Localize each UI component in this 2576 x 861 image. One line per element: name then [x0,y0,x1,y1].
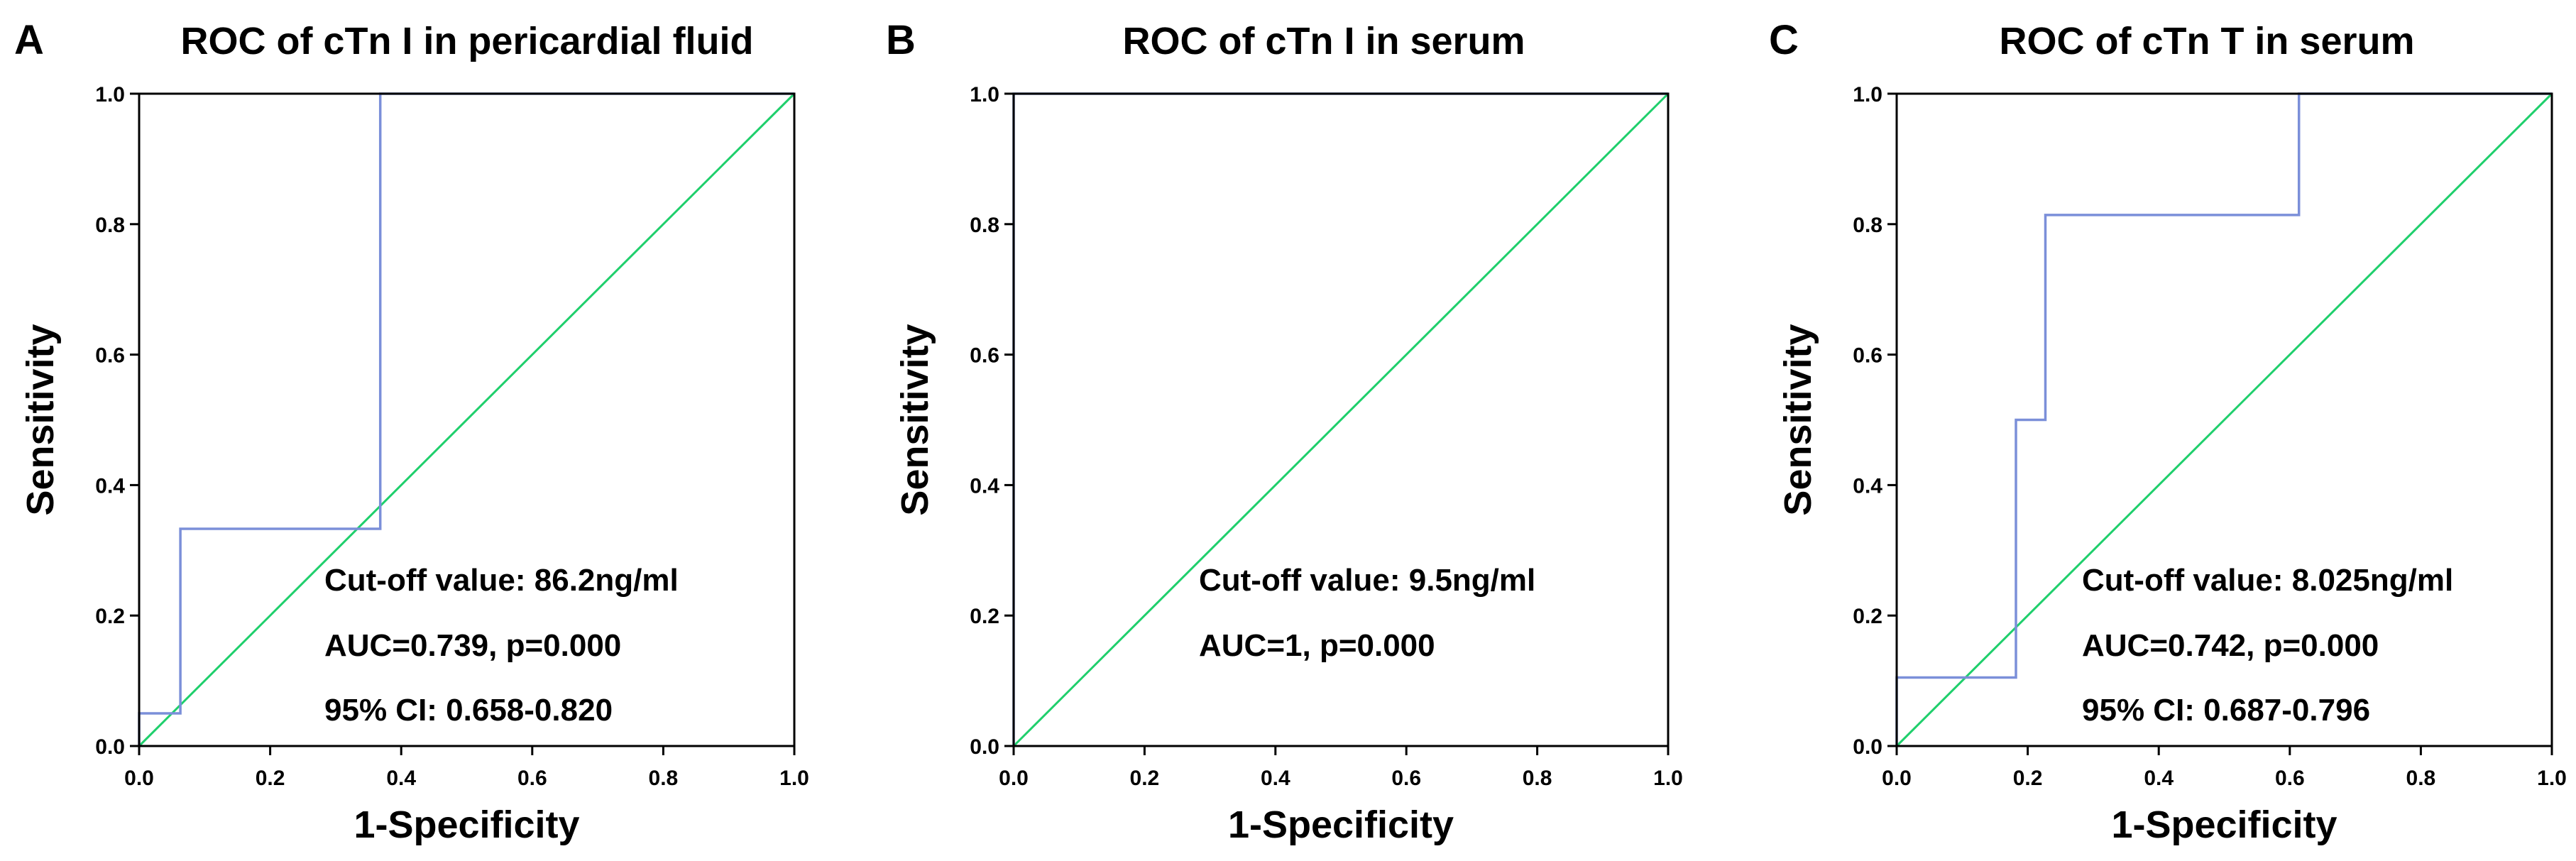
y-tick-label: 0.4 [1853,474,1882,498]
chart-title: ROC of cTn T in serum [1999,20,2414,62]
y-axis-label: Sensitivity [1777,324,1819,515]
panel-b: B ROC of cTn I in serum 0.0 0.2 0.4 0.6 0.8 1.0… [886,17,1683,846]
y-axis-label: Sensitivity [19,324,62,515]
annotation-text: Cut-off value: 86.2ng/ml [324,563,679,598]
y-tick-label: 0.2 [95,605,125,628]
x-tick-label: 0.6 [517,767,547,790]
reference-line [1895,92,2553,747]
x-axis-label: 1-Specificity [353,804,579,846]
panel-letter: C [1769,17,1799,63]
x-tick-label: 0.2 [2013,767,2043,790]
annotation-text: Cut-off value: 8.025ng/ml [2082,563,2453,598]
y-tick-label: 0.6 [95,344,125,368]
x-tick-label: 0.0 [124,767,154,790]
panel-a: A ROC of cTn I in pericardial fluid 0.0 0.2… [14,17,809,846]
x-tick-label: 0.2 [256,767,285,790]
x-tick-label: 0.2 [1130,767,1160,790]
reference-line [138,92,796,747]
annotation-text: Cut-off value: 9.5ng/ml [1199,563,1535,598]
x-tick-label: 1.0 [1653,767,1683,790]
x-tick-label: 0.0 [999,767,1029,790]
x-tick-label: 0.4 [386,767,416,790]
x-tick-label: 0.8 [649,767,679,790]
plot-frame [1895,92,2553,747]
x-tick-label: 1.0 [2537,767,2567,790]
panel-letter: B [886,17,916,63]
x-tick-label: 1.0 [779,767,809,790]
reference-line [1012,92,1670,747]
y-tick-label: 0.0 [1853,735,1882,759]
annotation-text: AUC=0.739, p=0.000 [324,628,621,663]
y-tick-label: 0.0 [95,735,125,759]
annotation-text: 95% CI: 0.687-0.796 [2082,693,2370,728]
y-tick-label: 0.4 [970,474,999,498]
y-tick-label: 1.0 [1853,83,1882,106]
x-tick-label: 0.4 [1261,767,1290,790]
chart-title: ROC of cTn I in pericardial fluid [180,20,753,62]
y-tick-label: 1.0 [95,83,125,106]
chart-title: ROC of cTn I in serum [1122,20,1525,62]
x-axis-label: 1-Specificity [2111,804,2337,846]
y-tick-label: 0.6 [1853,344,1882,368]
plot-frame [138,92,796,747]
y-tick-label: 0.6 [970,344,999,368]
x-tick-label: 0.6 [2275,767,2305,790]
y-tick-label: 1.0 [970,83,999,106]
plot-frame [1012,92,1670,747]
x-tick-label: 0.8 [1523,767,1552,790]
x-axis-label: 1-Specificity [1228,804,1454,846]
y-tick-label: 0.8 [1853,214,1882,237]
x-tick-label: 0.6 [1391,767,1421,790]
annotation-text: AUC=0.742, p=0.000 [2082,628,2379,663]
y-tick-label: 0.0 [970,735,999,759]
x-tick-label: 0.0 [1882,767,1912,790]
y-tick-label: 0.2 [970,605,999,628]
annotation-text: AUC=1, p=0.000 [1199,628,1435,663]
y-tick-label: 0.4 [95,474,125,498]
y-tick-label: 0.8 [95,214,125,237]
x-tick-label: 0.4 [2144,767,2174,790]
panel-letter: A [14,17,44,63]
panel-c: C ROC of cTn T in serum 0.0 0.2 0.4 0.6 0.8 1.0… [1769,17,2567,846]
annotation-text: 95% CI: 0.658-0.820 [324,693,613,728]
y-tick-label: 0.2 [1853,605,1882,628]
y-axis-label: Sensitivity [894,324,936,515]
x-tick-label: 0.8 [2406,767,2436,790]
y-tick-label: 0.8 [970,214,999,237]
roc-curve [1895,92,2552,746]
